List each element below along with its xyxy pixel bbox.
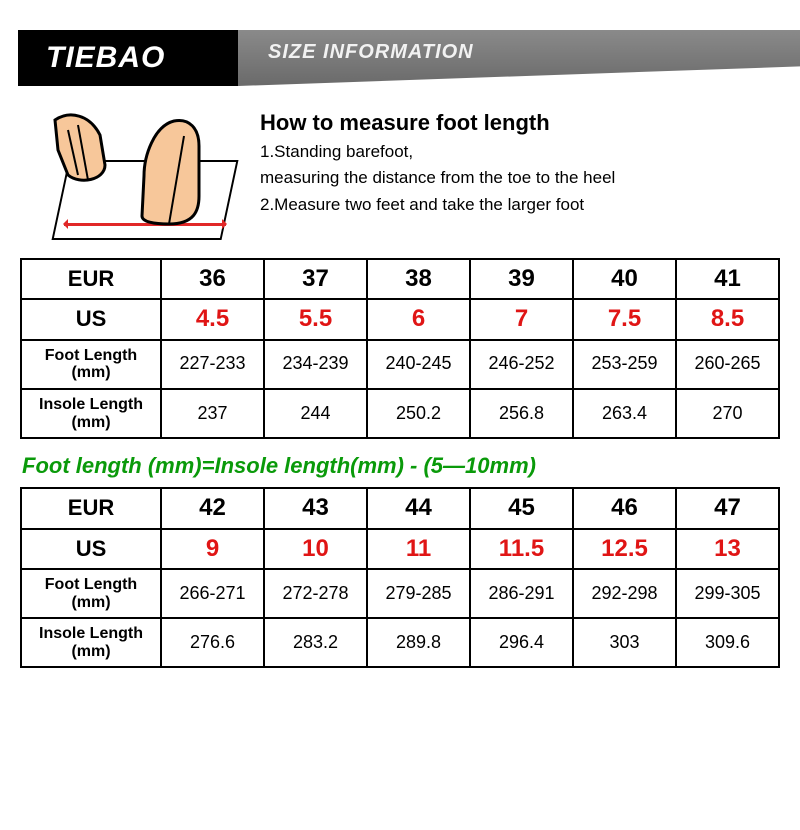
- insole-cell: 244: [264, 389, 367, 438]
- foot-cell: 227-233: [161, 340, 264, 389]
- foot-cell: 240-245: [367, 340, 470, 389]
- foot-cell: 246-252: [470, 340, 573, 389]
- insole-cell: 270: [676, 389, 779, 438]
- eur-cell: 46: [573, 488, 676, 528]
- table-row: US 9 10 11 11.5 12.5 13: [21, 529, 779, 569]
- brand-text: TIEBAO: [46, 41, 165, 74]
- eur-cell: 42: [161, 488, 264, 528]
- eur-cell: 37: [264, 259, 367, 299]
- table-row: EUR 36 37 38 39 40 41: [21, 259, 779, 299]
- howto-line1: 1.Standing barefoot,: [260, 142, 615, 162]
- eur-cell: 41: [676, 259, 779, 299]
- foot-cell: 299-305: [676, 569, 779, 618]
- table-row: Foot Length (mm) 227-233 234-239 240-245…: [21, 340, 779, 389]
- formula-text: Foot length (mm)=Insole length(mm) - (5—…: [22, 453, 800, 479]
- foot-cell: 253-259: [573, 340, 676, 389]
- eur-label: EUR: [21, 259, 161, 299]
- foot-icon: [114, 116, 214, 226]
- insole-cell: 256.8: [470, 389, 573, 438]
- howto-line3: 2.Measure two feet and take the larger f…: [260, 195, 615, 215]
- insole-cell: 263.4: [573, 389, 676, 438]
- us-cell: 7.5: [573, 299, 676, 339]
- insole-cell: 237: [161, 389, 264, 438]
- insole-cell: 276.6: [161, 618, 264, 667]
- us-cell: 11.5: [470, 529, 573, 569]
- eur-cell: 40: [573, 259, 676, 299]
- table-row: US 4.5 5.5 6 7 7.5 8.5: [21, 299, 779, 339]
- eur-cell: 44: [367, 488, 470, 528]
- subtitle: SIZE INFORMATION: [268, 30, 474, 74]
- us-cell: 4.5: [161, 299, 264, 339]
- size-table-2: EUR 42 43 44 45 46 47 US 9 10 11 11.5 12…: [20, 487, 780, 668]
- us-cell: 11: [367, 529, 470, 569]
- us-cell: 10: [264, 529, 367, 569]
- foot-cell: 260-265: [676, 340, 779, 389]
- table-row: Foot Length (mm) 266-271 272-278 279-285…: [21, 569, 779, 618]
- foot-cell: 279-285: [367, 569, 470, 618]
- table-row: Insole Length (mm) 276.6 283.2 289.8 296…: [21, 618, 779, 667]
- eur-cell: 43: [264, 488, 367, 528]
- eur-cell: 36: [161, 259, 264, 299]
- us-label: US: [21, 299, 161, 339]
- insole-cell: 309.6: [676, 618, 779, 667]
- eur-cell: 38: [367, 259, 470, 299]
- insole-length-label: Insole Length (mm): [21, 389, 161, 438]
- us-cell: 6: [367, 299, 470, 339]
- eur-cell: 39: [470, 259, 573, 299]
- foot-cell: 292-298: [573, 569, 676, 618]
- insole-cell: 296.4: [470, 618, 573, 667]
- foot-cell: 286-291: [470, 569, 573, 618]
- foot-cell: 266-271: [161, 569, 264, 618]
- foot-illustration: [50, 110, 240, 240]
- howto-text: How to measure foot length 1.Standing ba…: [260, 110, 615, 221]
- insole-length-label: Insole Length (mm): [21, 618, 161, 667]
- foot-cell: 272-278: [264, 569, 367, 618]
- insole-cell: 303: [573, 618, 676, 667]
- howto-line2: measuring the distance from the toe to t…: [260, 168, 615, 188]
- size-table-1: EUR 36 37 38 39 40 41 US 4.5 5.5 6 7 7.5…: [20, 258, 780, 439]
- insole-cell: 289.8: [367, 618, 470, 667]
- foot-length-label: Foot Length (mm): [21, 340, 161, 389]
- insole-cell: 250.2: [367, 389, 470, 438]
- brand-box: TIEBAO: [18, 30, 238, 86]
- table-row: Insole Length (mm) 237 244 250.2 256.8 2…: [21, 389, 779, 438]
- us-label: US: [21, 529, 161, 569]
- hand-icon: [50, 110, 120, 190]
- howto-title: How to measure foot length: [260, 110, 615, 136]
- us-cell: 9: [161, 529, 264, 569]
- howto-section: How to measure foot length 1.Standing ba…: [0, 100, 800, 250]
- insole-cell: 283.2: [264, 618, 367, 667]
- foot-cell: 234-239: [264, 340, 367, 389]
- us-cell: 7: [470, 299, 573, 339]
- header-band: TIEBAO SIZE INFORMATION: [0, 30, 800, 100]
- us-cell: 8.5: [676, 299, 779, 339]
- eur-label: EUR: [21, 488, 161, 528]
- foot-length-label: Foot Length (mm): [21, 569, 161, 618]
- us-cell: 5.5: [264, 299, 367, 339]
- eur-cell: 45: [470, 488, 573, 528]
- eur-cell: 47: [676, 488, 779, 528]
- table-row: EUR 42 43 44 45 46 47: [21, 488, 779, 528]
- us-cell: 12.5: [573, 529, 676, 569]
- us-cell: 13: [676, 529, 779, 569]
